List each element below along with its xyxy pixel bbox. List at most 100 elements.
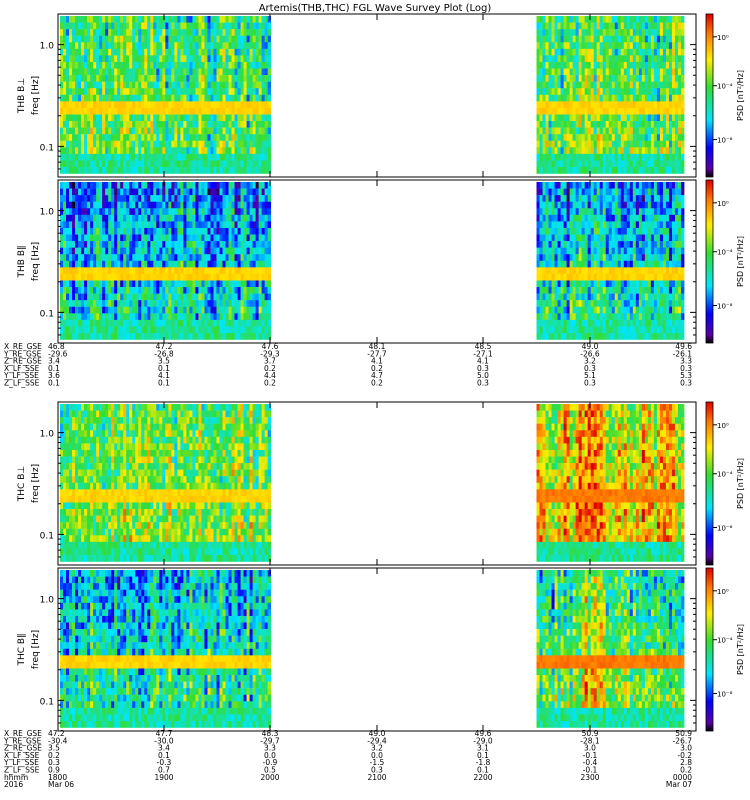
spectrogram-cell	[105, 48, 109, 56]
spectrogram-cell	[153, 227, 157, 235]
spectrogram-cell	[240, 16, 244, 23]
spectrogram-cell	[60, 114, 64, 122]
spectrogram-cell	[261, 134, 266, 141]
spectrogram-cell	[120, 214, 124, 222]
spectrogram-cell	[141, 293, 145, 301]
spectrogram-cell	[96, 280, 100, 288]
spectrogram-cell	[84, 273, 88, 281]
spectrogram-cell	[216, 227, 220, 235]
spectrogram-cell	[578, 101, 583, 109]
spectrogram-cell	[132, 167, 136, 174]
spectrogram-cell	[542, 68, 546, 76]
spectrogram-cell	[138, 182, 142, 189]
spectrogram-cell	[237, 48, 241, 56]
spectrogram-cell	[168, 121, 172, 128]
spectrogram-cell	[216, 153, 220, 161]
spectrogram-cell	[252, 16, 257, 23]
spectrogram-cell	[81, 227, 85, 235]
spectrogram-cell	[189, 167, 193, 174]
spectrogram-cell	[629, 107, 634, 115]
spectrogram-cell	[656, 153, 661, 161]
spectrogram-cell	[581, 68, 586, 76]
spectrogram-cell	[147, 188, 151, 196]
spectrogram-cell	[213, 29, 217, 36]
spectrogram-cell	[213, 293, 217, 301]
spectrogram-cell	[204, 273, 208, 281]
spectrogram-cell	[264, 160, 269, 168]
spectrogram-cell	[165, 35, 169, 43]
spectrogram-cell	[267, 121, 272, 128]
spectrogram-cell	[249, 167, 254, 174]
spectrogram-cell	[596, 35, 601, 43]
spectrogram-cell	[264, 333, 269, 340]
spectrogram-cell	[60, 227, 64, 235]
spectrogram-cell	[81, 114, 85, 122]
spectrogram-cell	[566, 201, 571, 209]
spectrogram-cell	[554, 35, 558, 43]
spectrogram-cell	[671, 147, 676, 155]
spectrogram-cell	[581, 147, 586, 155]
spectrogram-cell	[225, 280, 229, 288]
spectrogram-cell	[569, 101, 574, 109]
spectrogram-cell	[587, 114, 592, 122]
spectrogram-cell	[111, 306, 115, 314]
spectrogram-cell	[90, 61, 94, 69]
spectrogram-cell	[252, 254, 257, 262]
spectrogram-cell	[69, 241, 73, 248]
spectrogram-cell	[93, 319, 97, 327]
spectrogram-cell	[255, 273, 260, 281]
spectrogram-cell	[650, 35, 655, 43]
spectrogram-cell	[177, 247, 181, 255]
spectrogram-cell	[189, 300, 193, 307]
spectrogram-cell	[78, 61, 82, 69]
spectrogram-cell	[596, 167, 601, 174]
spectrogram-cell	[578, 195, 583, 202]
spectrogram-cell	[219, 241, 223, 248]
spectrogram-cell	[180, 42, 184, 50]
spectrogram-cell	[234, 101, 238, 109]
spectrogram-cell	[201, 208, 205, 216]
spectrogram-cell	[138, 81, 142, 89]
spectrogram-cell	[680, 114, 685, 122]
spectrogram-cell	[587, 68, 592, 76]
spectrogram-cell	[563, 260, 567, 268]
spectrogram-cell	[66, 29, 70, 36]
spectrogram-cell	[69, 234, 73, 242]
spectrogram-cell	[222, 121, 226, 128]
spectrogram-cell	[192, 127, 196, 135]
spectrogram-cell	[168, 287, 172, 294]
spectrogram-cell	[204, 254, 208, 262]
spectrogram-cell	[99, 234, 103, 242]
spectrogram-cell	[557, 107, 561, 115]
spectrogram-cell	[623, 42, 628, 50]
spectrogram-cell	[66, 114, 70, 122]
spectrogram-cell	[228, 29, 232, 36]
spectrogram-cell	[267, 247, 272, 255]
spectrogram-cell	[126, 101, 130, 109]
spectrogram-cell	[255, 333, 260, 340]
spectrogram-cell	[575, 214, 580, 222]
spectrogram-cell	[93, 280, 97, 288]
spectrogram-cell	[93, 254, 97, 262]
spectrogram-cell	[147, 127, 151, 135]
spectrogram-cell	[84, 333, 88, 340]
spectrogram-cell	[114, 42, 118, 50]
spectrogram-cell	[653, 134, 658, 141]
spectrogram-cell	[548, 326, 552, 334]
spectrogram-cell	[662, 42, 667, 50]
spectrogram-cell	[60, 140, 64, 148]
spectrogram-cell	[548, 221, 552, 229]
spectrogram-cell	[81, 140, 85, 148]
spectrogram-cell	[114, 326, 118, 334]
spectrogram-cell	[183, 16, 187, 23]
spectrogram-cell	[243, 127, 247, 135]
spectrogram-cell	[156, 214, 160, 222]
spectrogram-cell	[587, 107, 592, 115]
spectrogram-cell	[171, 121, 175, 128]
spectrogram-cell	[213, 306, 217, 314]
spectrogram-cell	[72, 201, 76, 209]
spectrogram-cell	[141, 247, 145, 255]
spectrogram-cell	[132, 195, 136, 202]
spectrogram-cell	[186, 208, 190, 216]
